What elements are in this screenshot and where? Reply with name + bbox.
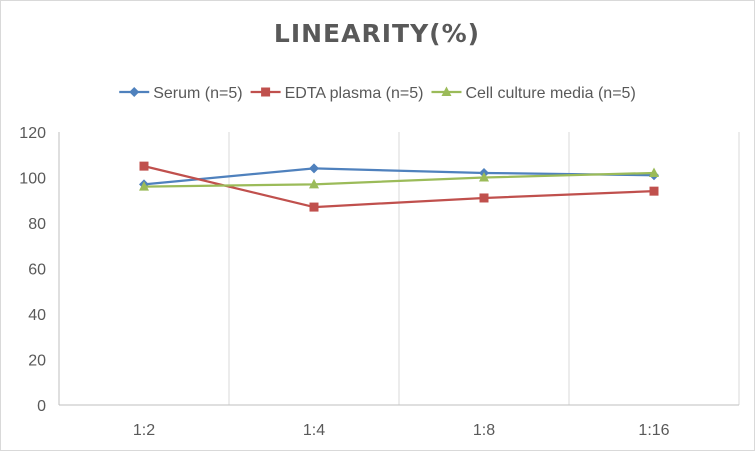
legend-item: Cell culture media (n=5): [431, 85, 636, 102]
series-line: [143, 167, 655, 186]
x-tick-label: 1:8: [473, 422, 495, 439]
y-tick-label: 100: [19, 171, 46, 188]
data-point: [649, 186, 659, 196]
data-point: [309, 163, 319, 174]
data-point: [649, 167, 659, 177]
legend-item: Serum (n=5): [119, 85, 243, 102]
series-line: [143, 165, 655, 209]
legend: Serum (n=5) EDTA plasma (n=5) Cell culture…: [119, 85, 636, 102]
y-tick-label: 0: [37, 398, 46, 415]
data-point: [139, 161, 149, 171]
legend-label: Serum (n=5): [153, 85, 242, 102]
series-3: [139, 167, 659, 191]
series-layer: [139, 161, 659, 212]
grid-lines: [228, 132, 740, 405]
axes: 0 20 40 60 80 100 120 1:2 1:4 1:8 1:16: [19, 125, 739, 439]
y-tick-label: 20: [28, 353, 46, 370]
y-tick-label: 120: [19, 125, 46, 142]
x-tick-label: 1:4: [303, 422, 325, 439]
data-point: [479, 172, 489, 182]
series-line: [143, 171, 655, 188]
y-tick-label: 40: [28, 307, 46, 324]
y-tick-label: 80: [28, 216, 46, 233]
data-point: [139, 181, 149, 191]
legend-marker: [261, 87, 271, 97]
data-point: [309, 202, 319, 212]
legend-marker: [129, 87, 140, 97]
legend-marker: [441, 86, 452, 96]
data-point: [309, 178, 319, 189]
legend-label: EDTA plasma (n=5): [285, 85, 424, 102]
x-tick-label: 1:2: [133, 422, 155, 439]
legend-item: EDTA plasma (n=5): [250, 85, 424, 102]
series-2: [139, 161, 659, 212]
chart-title: LINEARITY(%): [274, 19, 480, 48]
x-tick-label: 1:16: [638, 422, 669, 439]
y-tick-label: 60: [28, 262, 46, 279]
data-point: [479, 193, 489, 203]
legend-label: Cell culture media (n=5): [465, 85, 635, 102]
